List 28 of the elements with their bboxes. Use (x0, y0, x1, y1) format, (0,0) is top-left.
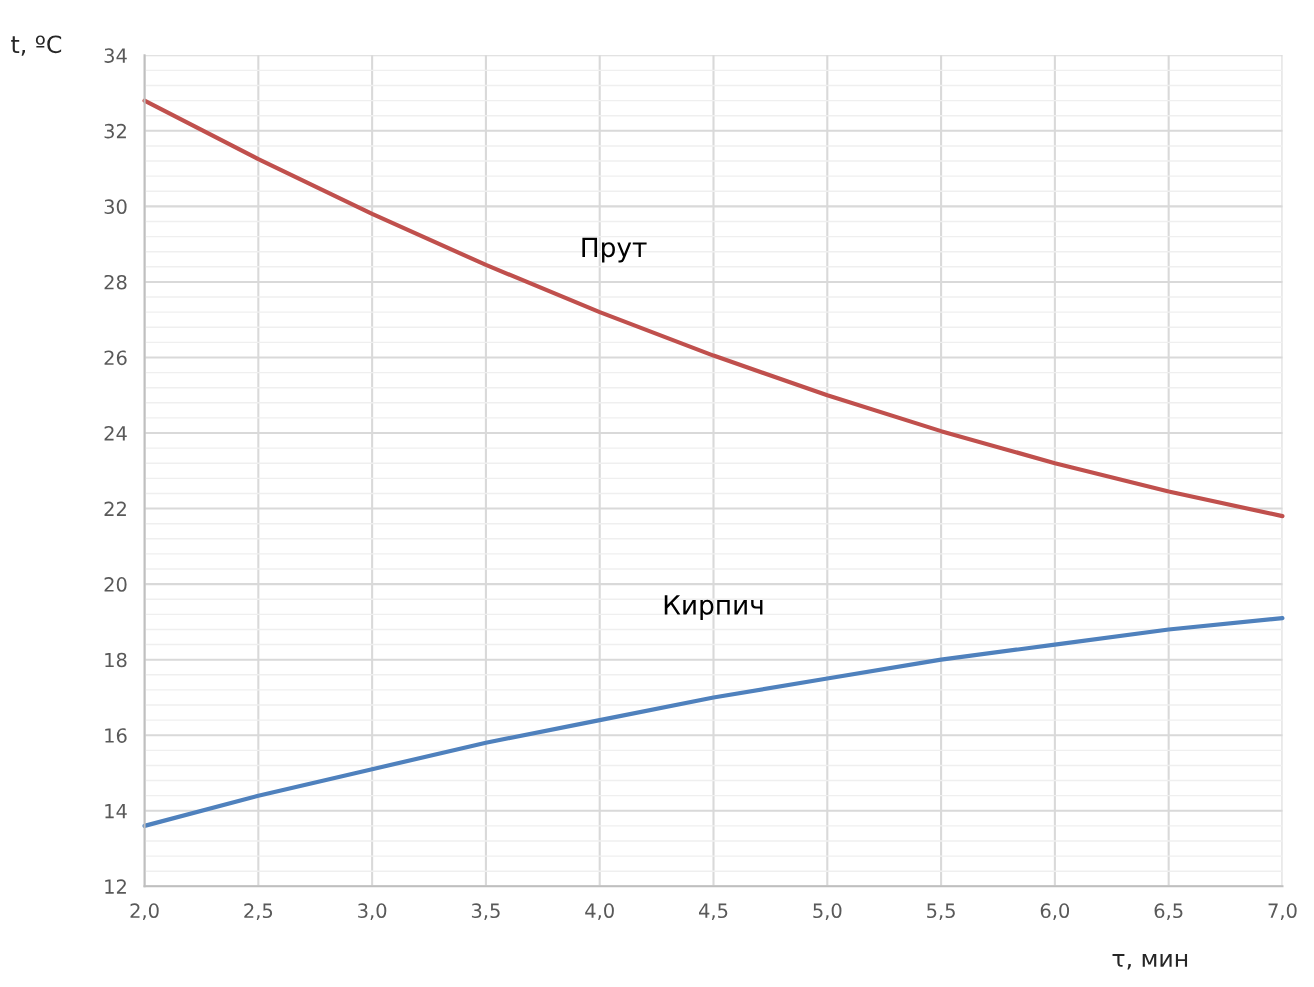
text: Кирпич (664, 595, 763, 620)
y-tick-label: 34 (104, 48, 127, 63)
y-tick-label: 16 (105, 728, 127, 743)
x-tick-label: 2,5 (244, 903, 273, 921)
y-tick-label: 12 (105, 879, 126, 894)
series-label: Прут (582, 237, 647, 263)
x-tick-label: 6,0 (1040, 903, 1070, 921)
line-series (142, 98, 1285, 519)
x-tick-label: 3,5 (471, 903, 500, 921)
x-tick-label: 3,0 (358, 903, 387, 921)
x-tick-label: 6,5 (1154, 903, 1183, 921)
x-tick-label: 4,0 (585, 903, 614, 921)
x-tick-label: 2,0 (130, 903, 159, 921)
y-axis-title: t, ºC (11, 35, 62, 56)
y-tick-label: 30 (104, 199, 127, 215)
x-tick-label: 5,0 (813, 903, 842, 921)
y-tick-label: 14 (105, 803, 127, 819)
x-tick-label: 5,5 (927, 903, 955, 921)
y-tick-label: 32 (104, 123, 126, 139)
y-tick-label: 28 (104, 274, 127, 290)
x-tick-label: 7,0 (1268, 903, 1297, 921)
y-tick-label: 20 (104, 577, 127, 592)
y-tick-label: 22 (104, 501, 126, 516)
x-tick-label: 4,5 (698, 903, 728, 921)
y-tick-label: 24 (104, 425, 127, 441)
y-tick-label: 18 (105, 652, 127, 668)
x-axis-title: τ, мин (1112, 953, 1188, 970)
y-tick-label: 26 (104, 350, 127, 366)
